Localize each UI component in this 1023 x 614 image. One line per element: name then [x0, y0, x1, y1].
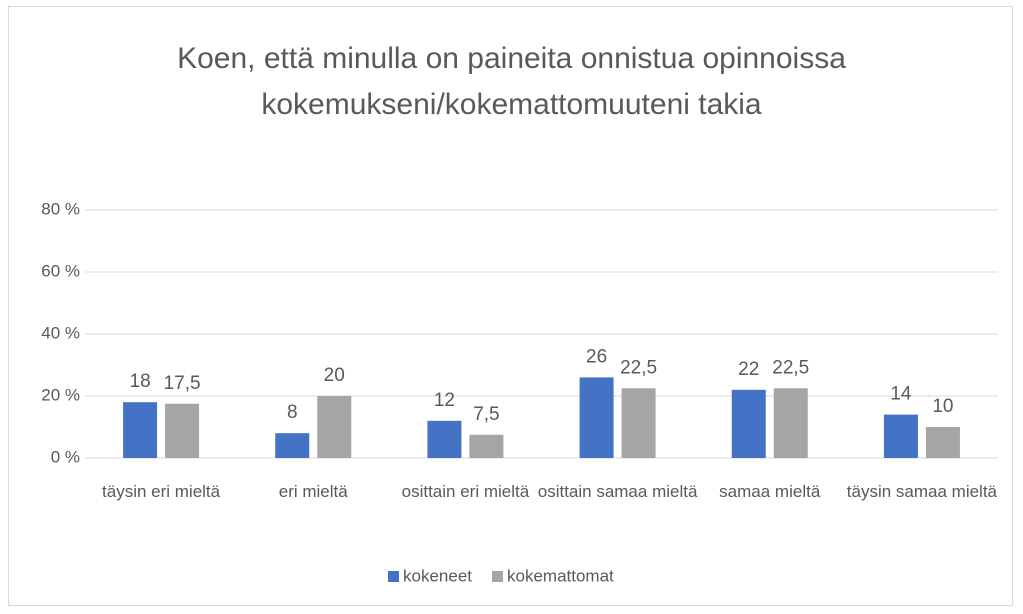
data-label: 12 — [434, 390, 455, 411]
bar — [469, 434, 504, 458]
data-label: 17,5 — [164, 373, 201, 394]
y-tick-label: 80 % — [41, 199, 80, 218]
y-tick-label: 40 % — [41, 323, 80, 342]
bar — [275, 433, 310, 458]
bar — [579, 377, 614, 458]
legend-swatch — [388, 571, 399, 582]
x-tick-label: osittain eri mieltä — [401, 482, 530, 501]
data-label: 8 — [287, 402, 298, 423]
x-tick-label: samaa mieltä — [719, 482, 821, 501]
bar — [773, 388, 808, 458]
bar — [883, 414, 918, 458]
data-label: 18 — [130, 371, 151, 392]
data-label: 10 — [932, 396, 953, 417]
bar — [123, 402, 158, 458]
x-tick-label: eri mieltä — [278, 482, 348, 501]
data-label: 22 — [738, 359, 759, 380]
bar — [621, 388, 656, 458]
bar — [317, 396, 352, 458]
y-tick-label: 0 % — [51, 447, 80, 466]
data-label: 20 — [324, 365, 345, 386]
x-tick-label: osittain samaa mieltä — [537, 482, 698, 501]
data-label: 22,5 — [620, 357, 657, 378]
chart-title: Koen, että minulla on paineita onnistua … — [177, 42, 846, 121]
data-label: 26 — [586, 346, 607, 367]
bar — [427, 420, 462, 458]
y-tick-label: 20 % — [41, 385, 80, 404]
bar — [165, 403, 200, 458]
chart-frame — [8, 6, 1013, 606]
data-label: 14 — [890, 384, 912, 405]
x-tick-label: täysin eri mieltä — [102, 482, 221, 501]
x-tick-label: täysin samaa mieltä — [846, 482, 998, 501]
legend-label: kokemattomat — [507, 566, 614, 585]
data-label: 22,5 — [772, 357, 809, 378]
bar — [925, 427, 960, 458]
bar — [731, 389, 766, 458]
legend-swatch — [492, 571, 503, 582]
legend-label: kokeneet — [403, 566, 472, 585]
y-tick-label: 60 % — [41, 261, 80, 280]
data-label: 7,5 — [473, 404, 499, 425]
